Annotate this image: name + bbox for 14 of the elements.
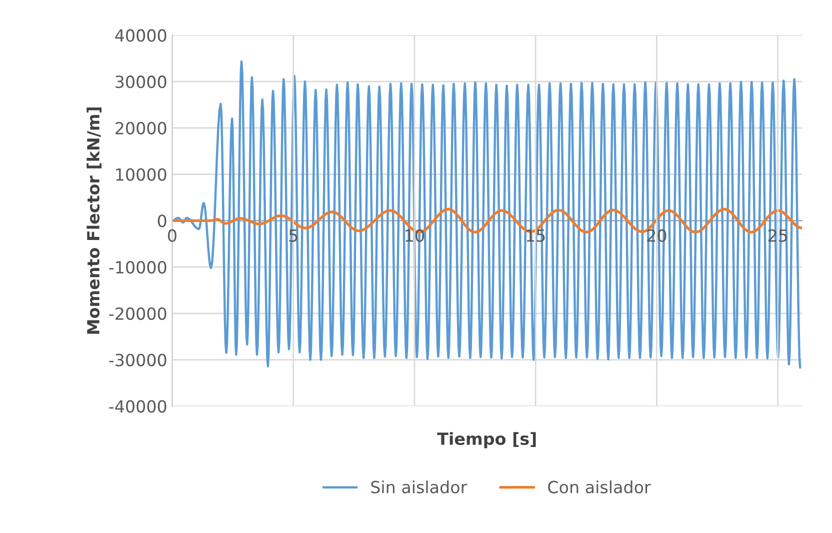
y-tick-label: 10000 <box>116 168 166 181</box>
y-tick-label: -30000 <box>109 354 166 366</box>
y-tick-label: -40000 <box>109 400 166 413</box>
y-tick-label: -20000 <box>109 307 166 320</box>
y-tick-label: 40000 <box>115 29 166 42</box>
legend-label: Con aislador <box>548 480 651 494</box>
y-tick-label: 0 <box>158 214 166 228</box>
y-tick-label: 20000 <box>116 122 166 134</box>
y-axis-title: Momento Flector [kN/m] <box>86 107 102 334</box>
x-axis-title: Tiempo [s] <box>437 432 536 448</box>
y-tick-label: 30000 <box>116 76 166 88</box>
x-tick-label: 0 <box>168 229 176 242</box>
y-tick-label: -10000 <box>109 260 166 274</box>
legend-label: Sin aislador <box>371 480 468 494</box>
